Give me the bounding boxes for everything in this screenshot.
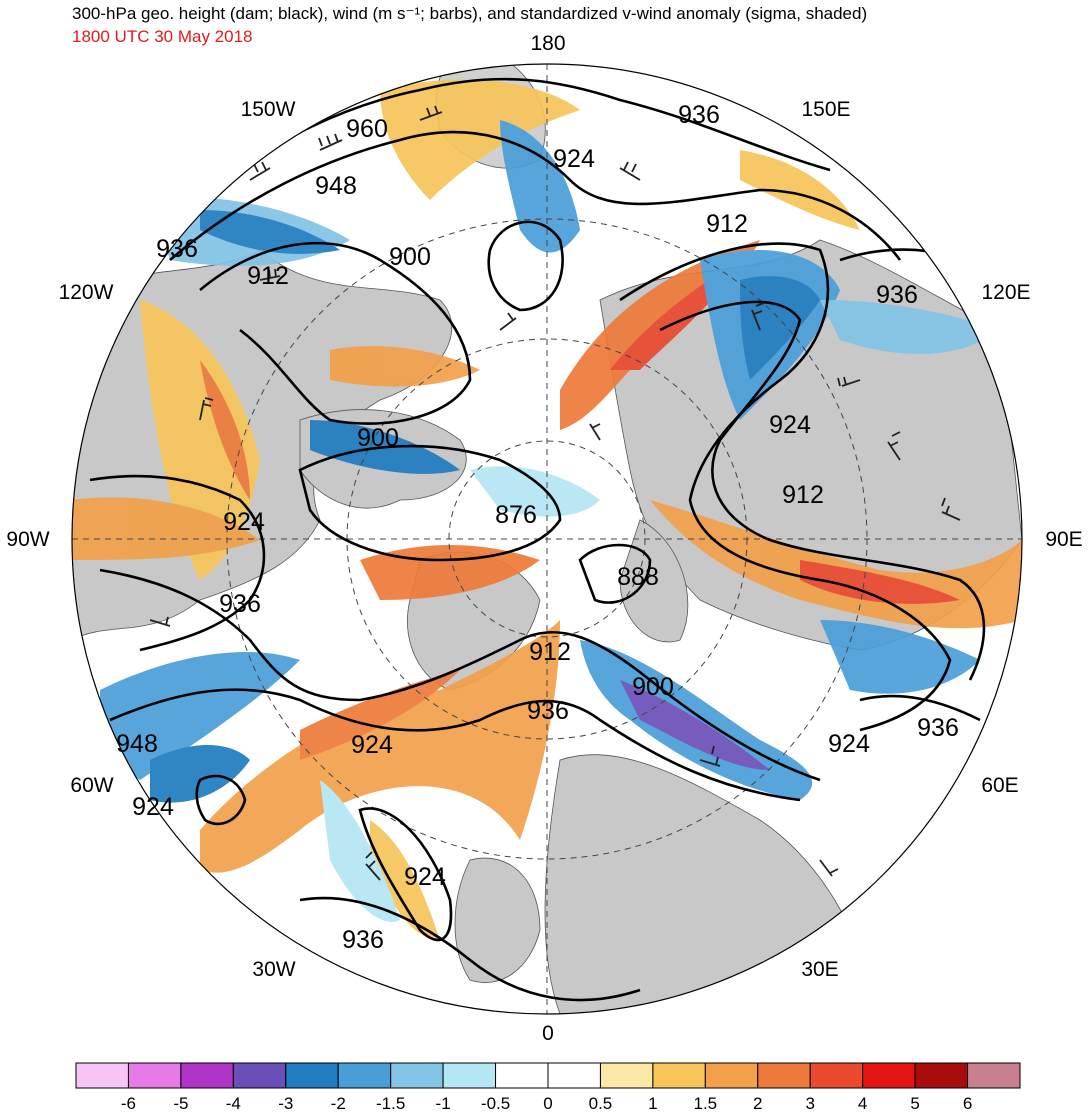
- lon-label-60e: 60E: [981, 774, 1018, 797]
- contour-label: 936: [219, 590, 261, 618]
- colorbar-swatch: [180, 1062, 234, 1089]
- colorbar-swatch: [599, 1062, 654, 1089]
- colorbar-swatch: [967, 1062, 1021, 1089]
- graticule: [72, 64, 1022, 1014]
- lon-label-90w: 90W: [6, 528, 49, 551]
- lon-label-150w: 150W: [241, 98, 296, 121]
- contour-label: 960: [346, 115, 388, 143]
- contour-label: 924: [351, 731, 393, 759]
- contour-label: 900: [632, 673, 674, 701]
- contour-label: 900: [357, 424, 399, 452]
- map-border: [71, 63, 1023, 1015]
- lon-label-0: 0: [542, 1022, 554, 1045]
- colorbar-tick-label: -4: [226, 1094, 241, 1112]
- colorbar-swatch: [757, 1062, 811, 1089]
- contour-label: 912: [529, 638, 571, 666]
- figure-subtitle: 1800 UTC 30 May 2018: [72, 27, 253, 46]
- colorbar-tick-label: -6: [121, 1094, 136, 1112]
- colorbar-tick-label: 3: [805, 1094, 814, 1112]
- lon-label-30w: 30W: [252, 958, 295, 981]
- colorbar-swatch: [442, 1062, 497, 1089]
- colorbar-swatch: [127, 1062, 182, 1089]
- colorbar-swatch: [495, 1062, 549, 1089]
- colorbar-swatch: [75, 1062, 129, 1089]
- contour-label: 888: [617, 563, 659, 591]
- contour-label: 912: [782, 481, 824, 509]
- contour-label: 936: [876, 281, 918, 309]
- colorbar-swatch: [337, 1062, 392, 1089]
- colorbar-tick-label: 6: [963, 1094, 972, 1112]
- contour-label: 924: [404, 863, 446, 891]
- colorbar-swatch: [232, 1062, 287, 1089]
- colorbar-tick-label: 0.5: [589, 1094, 613, 1112]
- contour-label: 900: [389, 243, 431, 271]
- colorbar-tick-label: 0: [543, 1094, 552, 1112]
- colorbar-tick-label: -0.5: [481, 1094, 510, 1112]
- lon-label-180: 180: [530, 32, 565, 55]
- lon-label-60w: 60W: [70, 774, 113, 797]
- contour-labels: 960 948 936 912 900 924 936 912 936 900 …: [116, 101, 959, 954]
- figure-title: 300-hPa geo. height (dam; black), wind (…: [72, 4, 868, 23]
- colorbar-tick-label: -1: [436, 1094, 451, 1112]
- contour-label: 948: [116, 730, 158, 758]
- colorbar-swatch: [914, 1062, 969, 1089]
- map-disk: [72, 64, 1022, 1014]
- contour-label: 876: [495, 501, 537, 529]
- colorbar-swatch: [704, 1062, 759, 1089]
- colorbar-tick-label: -3: [278, 1094, 293, 1112]
- contour-label: 924: [769, 411, 811, 439]
- colorbar: -6 -5 -4 -3 -2 -1.5 -1 -0.5 0 0.5 1 1.5 2 3 4 5 6: [75, 1062, 1021, 1112]
- colorbar-swatch: [547, 1062, 601, 1089]
- lon-label-90e: 90E: [1045, 528, 1082, 551]
- contour-label: 936: [917, 714, 959, 742]
- lon-label-120e: 120E: [981, 281, 1030, 304]
- contour-label: 924: [553, 145, 595, 173]
- contour-label: 912: [706, 210, 748, 238]
- colorbar-swatch: [390, 1062, 444, 1089]
- contour-label: 936: [342, 926, 384, 954]
- contour-label: 936: [156, 235, 198, 263]
- longitude-labels: 180 0 90W 90E 150W 120W 150E 120E 60W 30…: [6, 32, 1082, 1045]
- contour-label: 936: [678, 101, 720, 129]
- lon-label-30e: 30E: [801, 958, 838, 981]
- colorbar-tick-label: 1: [648, 1094, 657, 1112]
- colorbar-tick-label: -5: [173, 1094, 188, 1112]
- contour-label: 912: [247, 262, 289, 290]
- contour-label: 924: [223, 508, 265, 536]
- contour-label: 936: [527, 697, 569, 725]
- contour-label: 924: [828, 730, 870, 758]
- colorbar-tick-label: 5: [910, 1094, 919, 1112]
- colorbar-tick-label: 4: [858, 1094, 867, 1112]
- colorbar-swatch: [862, 1062, 916, 1089]
- colorbar-tick-label: 2: [753, 1094, 762, 1112]
- wind-barbs: [149, 105, 961, 881]
- lon-label-150e: 150E: [801, 98, 850, 121]
- colorbar-swatch: [285, 1062, 339, 1089]
- colorbar-swatch: [809, 1062, 864, 1089]
- colorbar-tick-label: -2: [331, 1094, 346, 1112]
- colorbar-swatch: [652, 1062, 706, 1089]
- lon-label-120w: 120W: [59, 281, 114, 304]
- contour-label: 924: [132, 793, 174, 821]
- contour-label: 948: [315, 172, 357, 200]
- colorbar-tick-label: 1.5: [694, 1094, 718, 1112]
- colorbar-tick-label: -1.5: [376, 1094, 405, 1112]
